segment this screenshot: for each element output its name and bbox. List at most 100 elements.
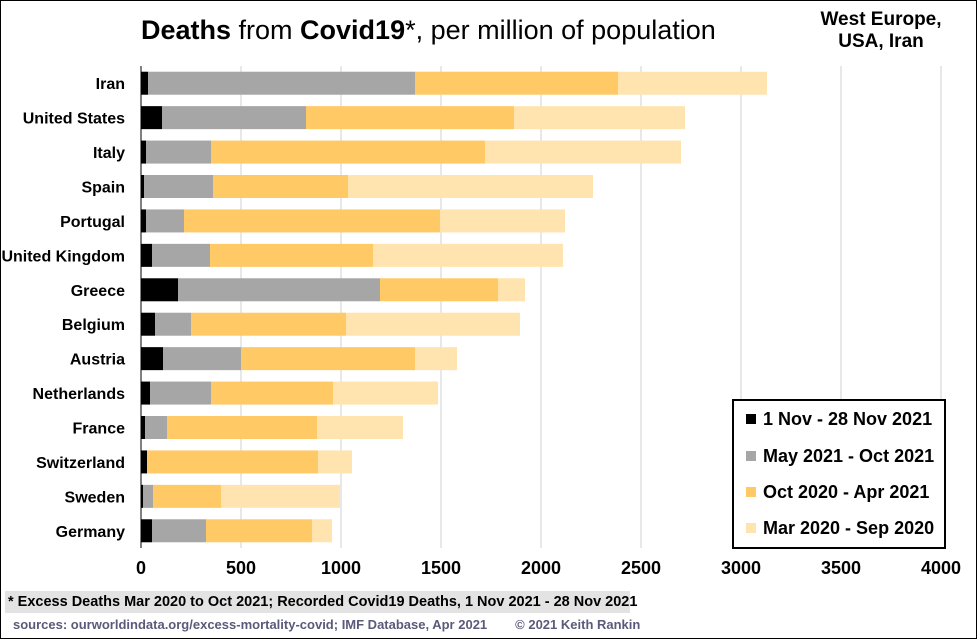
bar-sweden-series-3 bbox=[153, 484, 221, 508]
bar-sweden-series-2 bbox=[143, 484, 153, 508]
legend-swatch-1 bbox=[746, 414, 756, 424]
title-part-from: from bbox=[231, 15, 301, 45]
bar-united-states-series-4 bbox=[514, 106, 685, 130]
legend-item-2: May 2021 - Oct 2021 bbox=[746, 446, 934, 466]
x-tick-label: 3000 bbox=[721, 558, 761, 578]
bar-italy-series-1 bbox=[141, 140, 146, 164]
bar-greece-series-2 bbox=[178, 278, 380, 302]
x-tick-label: 1000 bbox=[321, 558, 361, 578]
bar-belgium-series-3 bbox=[191, 312, 346, 336]
category-label: Spain bbox=[81, 180, 125, 197]
category-label: Sweden bbox=[65, 489, 125, 506]
legend-label-4: Mar 2020 - Sep 2020 bbox=[763, 517, 935, 538]
footnote: * Excess Deaths Mar 2020 to Oct 2021; Re… bbox=[5, 591, 637, 613]
bar-switzerland-series-4 bbox=[318, 450, 352, 474]
legend-item-3: Oct 2020 - Apr 2021 bbox=[746, 482, 929, 502]
bar-germany-series-4 bbox=[312, 519, 332, 543]
bar-portugal-series-2 bbox=[146, 209, 184, 233]
legend-label-3: Oct 2020 - Apr 2021 bbox=[763, 481, 930, 502]
x-tick-label: 4000 bbox=[921, 558, 961, 578]
bar-united-states-series-3 bbox=[306, 106, 514, 130]
title-part-covid19: Covid19 bbox=[300, 15, 406, 45]
bar-greece-series-1 bbox=[141, 278, 178, 302]
bar-portugal-series-3 bbox=[184, 209, 440, 233]
category-label: Iran bbox=[96, 76, 125, 93]
bar-switzerland-series-1 bbox=[141, 450, 147, 474]
bar-austria-series-2 bbox=[163, 347, 241, 371]
title-part-deaths: Deaths bbox=[141, 15, 232, 45]
bar-france-series-2 bbox=[145, 416, 167, 439]
bar-sweden-series-4 bbox=[221, 484, 340, 508]
bar-belgium-series-4 bbox=[346, 312, 520, 336]
region-line-2: USA, Iran bbox=[838, 31, 924, 52]
bar-spain-series-3 bbox=[213, 175, 348, 198]
x-tick-label: 2500 bbox=[621, 558, 661, 578]
bar-united-states-series-1 bbox=[141, 106, 162, 130]
region-line-1: West Europe, bbox=[820, 9, 942, 30]
bar-france-series-4 bbox=[317, 416, 403, 439]
bar-netherlands-series-3 bbox=[211, 381, 333, 405]
legend-swatch-3 bbox=[746, 487, 756, 497]
title-part-rest: *, per million of population bbox=[405, 15, 716, 45]
legend-item-1: 1 Nov - 28 Nov 2021 bbox=[746, 409, 932, 429]
legend-swatch-2 bbox=[746, 451, 756, 461]
bar-italy-series-2 bbox=[146, 140, 211, 164]
bar-spain-series-1 bbox=[141, 175, 144, 198]
bar-netherlands-series-4 bbox=[333, 381, 438, 405]
bar-iran-series-1 bbox=[141, 71, 148, 95]
category-label: Italy bbox=[93, 145, 125, 162]
bar-austria-series-4 bbox=[415, 347, 457, 371]
category-label: Greece bbox=[71, 283, 125, 300]
bar-germany-series-3 bbox=[206, 519, 312, 543]
bar-austria-series-3 bbox=[241, 347, 415, 371]
region-label: West Europe, USA, Iran bbox=[806, 9, 956, 53]
category-label: Portugal bbox=[60, 214, 125, 231]
category-label: Austria bbox=[70, 352, 125, 369]
bar-portugal-series-4 bbox=[440, 209, 565, 233]
bar-netherlands-series-1 bbox=[141, 381, 150, 405]
bar-greece-series-3 bbox=[380, 278, 498, 302]
legend-swatch-4 bbox=[746, 523, 756, 533]
x-tick-label: 3500 bbox=[821, 558, 861, 578]
chart-legend: 1 Nov - 28 Nov 2021 May 2021 - Oct 2021 … bbox=[732, 399, 946, 549]
category-label: Belgium bbox=[62, 317, 125, 334]
bar-spain-series-4 bbox=[348, 175, 593, 198]
category-label: United Kingdom bbox=[1, 248, 125, 265]
copyright-text: © 2021 Keith Rankin bbox=[515, 617, 641, 632]
sources-text: sources: ourworldindata.org/excess-morta… bbox=[13, 617, 488, 632]
bar-belgium-series-1 bbox=[141, 312, 155, 336]
chart-title: Deaths from Covid19*, per million of pop… bbox=[141, 15, 716, 46]
bar-iran-series-4 bbox=[618, 71, 767, 95]
bar-iran-series-3 bbox=[415, 71, 618, 95]
bar-portugal-series-1 bbox=[141, 209, 146, 233]
category-label: France bbox=[73, 421, 126, 438]
bar-switzerland-series-3 bbox=[147, 450, 318, 474]
bar-united-states-series-2 bbox=[162, 106, 306, 130]
x-tick-label: 0 bbox=[136, 558, 146, 578]
bar-united-kingdom-series-3 bbox=[210, 243, 373, 267]
x-tick-label: 1500 bbox=[421, 558, 461, 578]
bar-germany-series-1 bbox=[141, 519, 152, 543]
category-label: Germany bbox=[56, 524, 125, 541]
bar-greece-series-4 bbox=[498, 278, 525, 302]
bar-netherlands-series-2 bbox=[150, 381, 211, 405]
bar-united-kingdom-series-1 bbox=[141, 243, 152, 267]
legend-label-2: May 2021 - Oct 2021 bbox=[763, 445, 935, 466]
bar-united-kingdom-series-4 bbox=[373, 243, 563, 267]
bar-italy-series-4 bbox=[485, 140, 681, 164]
bar-austria-series-1 bbox=[141, 347, 163, 371]
category-label: United States bbox=[23, 111, 125, 128]
legend-label-1: 1 Nov - 28 Nov 2021 bbox=[763, 408, 933, 429]
bar-iran-series-2 bbox=[148, 71, 415, 95]
bar-spain-series-2 bbox=[144, 175, 213, 198]
legend-item-4: Mar 2020 - Sep 2020 bbox=[746, 518, 934, 538]
x-tick-label: 2000 bbox=[521, 558, 561, 578]
category-label: Netherlands bbox=[33, 386, 126, 403]
category-label: Switzerland bbox=[36, 455, 125, 472]
bar-italy-series-3 bbox=[211, 140, 485, 164]
bar-france-series-3 bbox=[167, 416, 317, 439]
x-tick-label: 500 bbox=[226, 558, 256, 578]
bar-sweden-series-1 bbox=[141, 484, 143, 508]
